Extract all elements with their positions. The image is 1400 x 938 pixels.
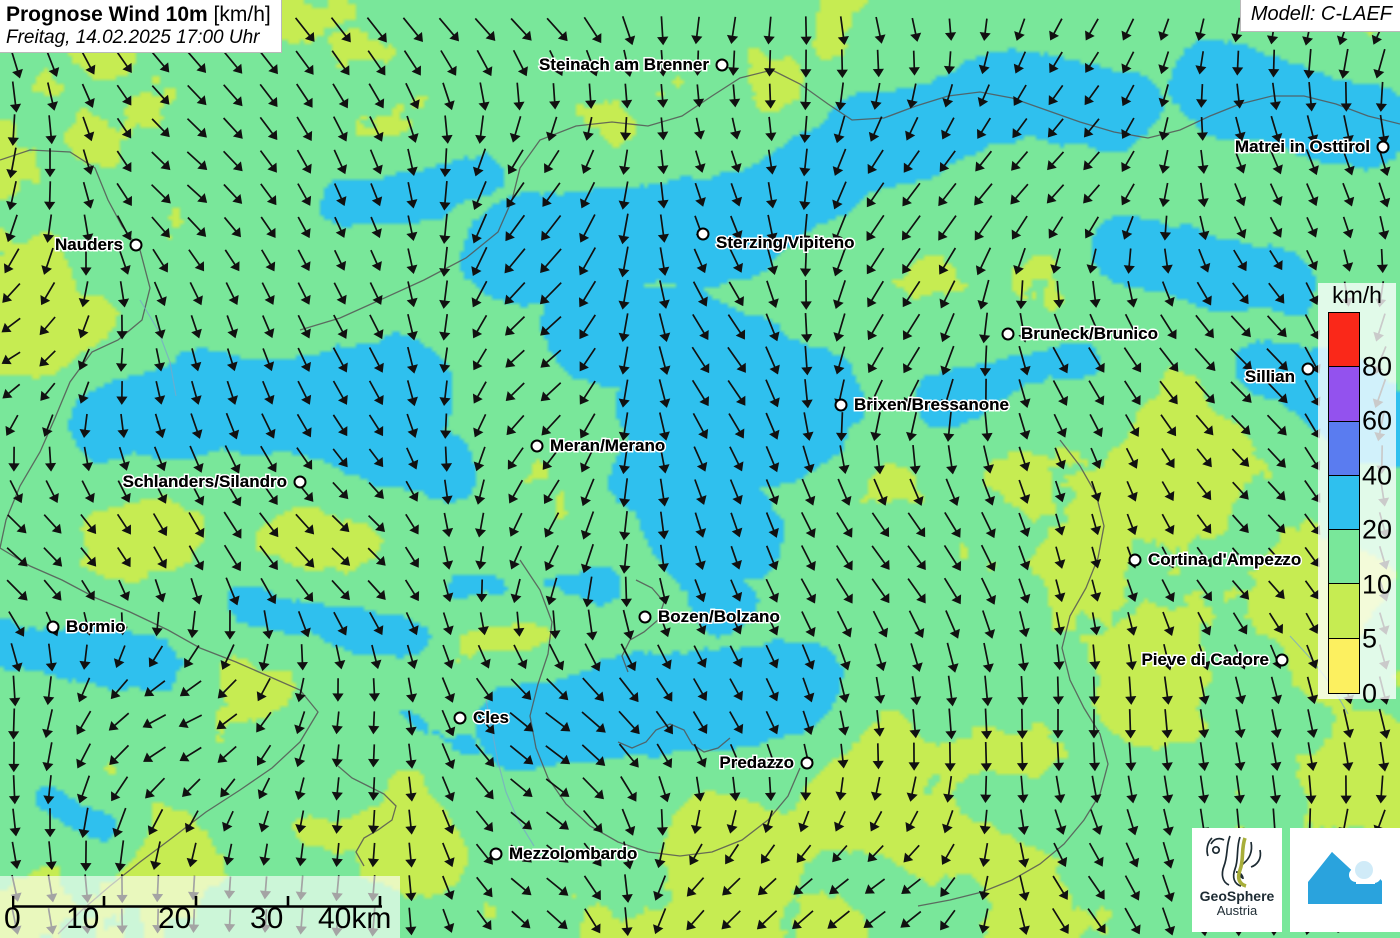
legend-tick-20: 20 xyxy=(1362,514,1393,545)
scale-tick-4: 40km xyxy=(318,902,392,935)
scale-tick-2: 20 xyxy=(158,902,192,935)
city-label: Cortina d'Ampezzo xyxy=(1146,549,1302,571)
city-label: Mezzolombardo xyxy=(509,844,638,863)
city-label: Nauders xyxy=(53,234,124,256)
city-label: Pieve di Cadore xyxy=(1140,649,1271,671)
city-label: Cortina d'Ampezzo xyxy=(1148,550,1302,569)
city-label: Pieve di Cadore xyxy=(1141,650,1269,669)
city-label: Sillian xyxy=(1244,367,1295,386)
legend-tick-10: 10 xyxy=(1362,569,1393,600)
city-label: Sterzing/Vipiteno xyxy=(715,232,857,254)
city-dot-icon xyxy=(530,439,544,453)
legend-band-80 xyxy=(1329,313,1359,368)
mountain-cloud-icon xyxy=(1308,852,1382,904)
geosphere-logo: GeoSphere Austria xyxy=(1192,828,1282,932)
geosphere-swirl-icon xyxy=(1206,835,1262,888)
city-label: Meran/Merano xyxy=(550,436,666,455)
city-label: Predazzo xyxy=(718,752,796,774)
city-label: Sterzing/Vipiteno xyxy=(716,233,855,252)
title-box: Prognose Wind 10m [km/h] Freitag, 14.02.… xyxy=(0,0,282,53)
forecast-timestamp: Freitag, 14.02.2025 17:00 Uhr xyxy=(6,26,260,48)
legend-band-5 xyxy=(1329,584,1359,639)
city-label: Bruneck/Brunico xyxy=(1020,323,1160,345)
city-dot-icon xyxy=(1128,553,1142,567)
city-label: Cles xyxy=(472,707,511,729)
city-dot-icon xyxy=(1376,140,1390,154)
legend-colorbar xyxy=(1328,312,1360,694)
legend-tick-labels: 80 60 40 20 10 5 0 xyxy=(1362,312,1400,707)
city-label: Matrei in Osttirol xyxy=(1233,136,1371,158)
city-dot-icon xyxy=(715,58,729,72)
legend-tick-5: 5 xyxy=(1362,623,1378,654)
city-dot-icon xyxy=(800,756,814,770)
legend-band-40 xyxy=(1329,421,1359,476)
city-dot-icon xyxy=(834,398,848,412)
scale-bar: 0 10 20 30 40km xyxy=(0,876,400,938)
forecast-title-unit: [km/h] xyxy=(213,3,271,26)
scale-tick-1: 10 xyxy=(66,902,100,935)
city-dot-icon xyxy=(696,227,710,241)
geosphere-name: GeoSphere xyxy=(1199,888,1275,904)
scale-bar-rule xyxy=(12,896,382,908)
forecast-title: Prognose Wind 10m [km/h] xyxy=(6,3,271,27)
partner-logo xyxy=(1290,828,1400,932)
city-dot-icon xyxy=(1275,653,1289,667)
city-label: Nauders xyxy=(54,235,123,254)
city-label: Bormio xyxy=(65,616,127,638)
scale-bar-labels: 0 10 20 30 40km xyxy=(0,904,400,938)
city-dot-icon xyxy=(293,475,307,489)
city-label: Steinach am Brenner xyxy=(537,54,710,76)
city-label: Bormio xyxy=(66,617,126,636)
city-dot-icon xyxy=(1001,327,1015,341)
city-label: Cles xyxy=(473,708,509,727)
legend-tick-60: 60 xyxy=(1362,405,1393,436)
legend-tick-40: 40 xyxy=(1362,460,1393,491)
city-label: Matrei in Osttirol xyxy=(1234,137,1370,156)
city-label: Bozen/Bolzano xyxy=(657,606,782,628)
legend-band-20 xyxy=(1329,475,1359,531)
city-dot-icon xyxy=(1301,362,1315,376)
city-dot-icon xyxy=(638,610,652,624)
legend-band-10 xyxy=(1329,530,1359,585)
city-label: Mezzolombardo xyxy=(507,843,638,865)
city-label: Steinach am Brenner xyxy=(538,55,709,74)
legend: km/h 80 60 40 20 10 5 0 xyxy=(1318,282,1396,707)
forecast-title-main: Prognose Wind 10m xyxy=(6,3,208,26)
city-label: Schlanders/Silandro xyxy=(121,471,288,493)
city-label: Brixen/Bressanone xyxy=(853,394,1011,416)
scale-tick-3: 30 xyxy=(250,902,284,935)
city-dot-icon xyxy=(453,711,467,725)
city-label: Meran/Merano xyxy=(548,435,666,457)
legend-unit-label: km/h xyxy=(1332,282,1382,308)
city-dot-icon xyxy=(489,847,503,861)
city-label: Brixen/Bressanone xyxy=(854,395,1009,414)
legend-band-0 xyxy=(1329,638,1359,693)
city-dot-icon xyxy=(129,238,143,252)
city-label: Schlanders/Silandro xyxy=(122,472,287,491)
model-label: Modell: C-LAEF xyxy=(1239,0,1400,32)
city-label: Bozen/Bolzano xyxy=(658,607,780,626)
city-label: Predazzo xyxy=(719,753,794,772)
city-dot-icon xyxy=(46,620,60,634)
geosphere-subname: Austria xyxy=(1216,902,1258,918)
legend-band-60 xyxy=(1329,367,1359,422)
legend-tick-80: 80 xyxy=(1362,351,1393,382)
legend-tick-0: 0 xyxy=(1362,678,1378,709)
city-label: Sillian xyxy=(1243,366,1296,388)
city-label: Bruneck/Brunico xyxy=(1021,324,1158,343)
scale-tick-0: 0 xyxy=(4,902,21,935)
